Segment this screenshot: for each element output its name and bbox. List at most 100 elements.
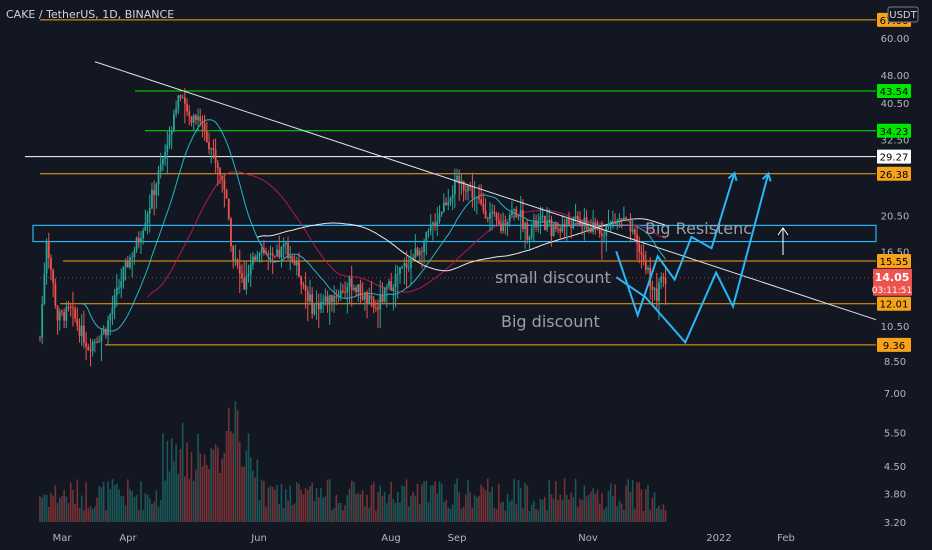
volume-bars <box>39 401 667 522</box>
volume-bar <box>519 488 522 522</box>
projection-path-1 <box>615 172 736 319</box>
volume-bar <box>234 401 237 522</box>
volume-bar <box>324 496 327 522</box>
candle-body <box>548 219 551 222</box>
volume-bar <box>212 449 215 522</box>
volume-bar <box>372 481 375 522</box>
volume-bar <box>645 489 647 522</box>
volume-bar <box>94 506 96 522</box>
volume-bar <box>537 510 540 522</box>
candle-body <box>50 258 52 271</box>
volume-bar <box>232 433 234 522</box>
candle-body <box>43 273 46 304</box>
arrowhead-icon <box>761 171 772 182</box>
volume-bar <box>533 500 535 522</box>
candle-body <box>216 163 219 169</box>
annotation-big-discount: Big discount <box>501 312 600 331</box>
volume-bar <box>482 487 485 522</box>
volume-bar <box>497 483 500 522</box>
volume-bar <box>315 488 318 522</box>
volume-bar <box>478 495 480 522</box>
volume-bar <box>45 494 48 522</box>
volume-bar <box>91 508 94 522</box>
volume-bar <box>216 447 219 522</box>
candle-body <box>247 274 250 277</box>
candle-body <box>157 170 160 185</box>
candle-body <box>80 325 83 336</box>
volume-bar <box>634 508 636 522</box>
volume-bar <box>535 508 537 522</box>
volume-bar <box>249 457 252 522</box>
volume-bar <box>625 485 627 522</box>
candle-body <box>583 217 586 227</box>
candle-body <box>405 263 408 268</box>
candle-body <box>546 221 548 230</box>
volume-bar <box>601 493 603 522</box>
volume-bar <box>451 504 454 522</box>
price-tag-bg <box>877 296 911 311</box>
volume-bar <box>392 498 395 522</box>
candle-body <box>155 184 158 195</box>
volume-bar <box>333 507 335 522</box>
volume-bar <box>142 509 144 522</box>
trendline[interactable] <box>94 61 877 321</box>
volume-bar <box>280 484 283 522</box>
candle-body <box>543 215 546 230</box>
volume-bar <box>133 497 136 522</box>
candle-body <box>388 280 390 287</box>
candle-body <box>598 229 601 234</box>
volume-bar <box>579 498 581 522</box>
volume-bar <box>118 489 120 522</box>
candle-body <box>262 248 265 253</box>
candle-body <box>464 190 467 192</box>
currency-badge[interactable]: USDT <box>887 6 919 23</box>
candle-body <box>100 333 103 342</box>
candle-body <box>245 276 248 290</box>
volume-bar <box>359 493 362 522</box>
price-tag-bg <box>877 337 911 352</box>
candle-body <box>550 219 553 236</box>
volume-bar <box>655 508 658 522</box>
candle-body <box>219 168 221 176</box>
volume-bar <box>236 410 239 522</box>
candle-body <box>135 237 138 250</box>
volume-bar <box>438 481 441 522</box>
candle-body <box>273 255 276 257</box>
volume-bar <box>368 507 371 522</box>
volume-bar <box>522 508 524 522</box>
volume-bar <box>440 483 443 522</box>
volume-bar <box>241 466 243 522</box>
candle-body <box>515 209 518 218</box>
volume-bar <box>649 509 652 522</box>
candle-body <box>208 141 210 150</box>
candle-body <box>423 240 426 252</box>
candle-body <box>159 164 162 171</box>
volume-bar <box>331 510 333 522</box>
candle-body <box>618 218 621 221</box>
volume-bar <box>405 479 408 522</box>
candle-body <box>54 283 57 306</box>
candle-body <box>601 233 603 236</box>
candle-body <box>662 276 665 279</box>
candle-body <box>390 280 393 291</box>
x-tick-label: 2022 <box>706 533 731 544</box>
volume-bar <box>186 442 188 522</box>
volume-bar <box>157 506 160 522</box>
candle-body <box>482 204 485 211</box>
volume-bar <box>135 495 138 522</box>
ma-mid-line <box>147 171 666 298</box>
volume-bar <box>506 493 509 522</box>
candle-body <box>58 311 61 321</box>
candle-body <box>63 311 66 321</box>
volume-bar <box>221 458 223 522</box>
volume-bar <box>651 497 654 522</box>
volume-bar <box>317 497 320 522</box>
candle-body <box>241 273 243 279</box>
candle-body <box>557 228 559 230</box>
candle-body <box>339 290 342 297</box>
candle-body <box>295 261 298 266</box>
volume-bar <box>548 480 551 522</box>
volume-bar <box>153 501 155 522</box>
